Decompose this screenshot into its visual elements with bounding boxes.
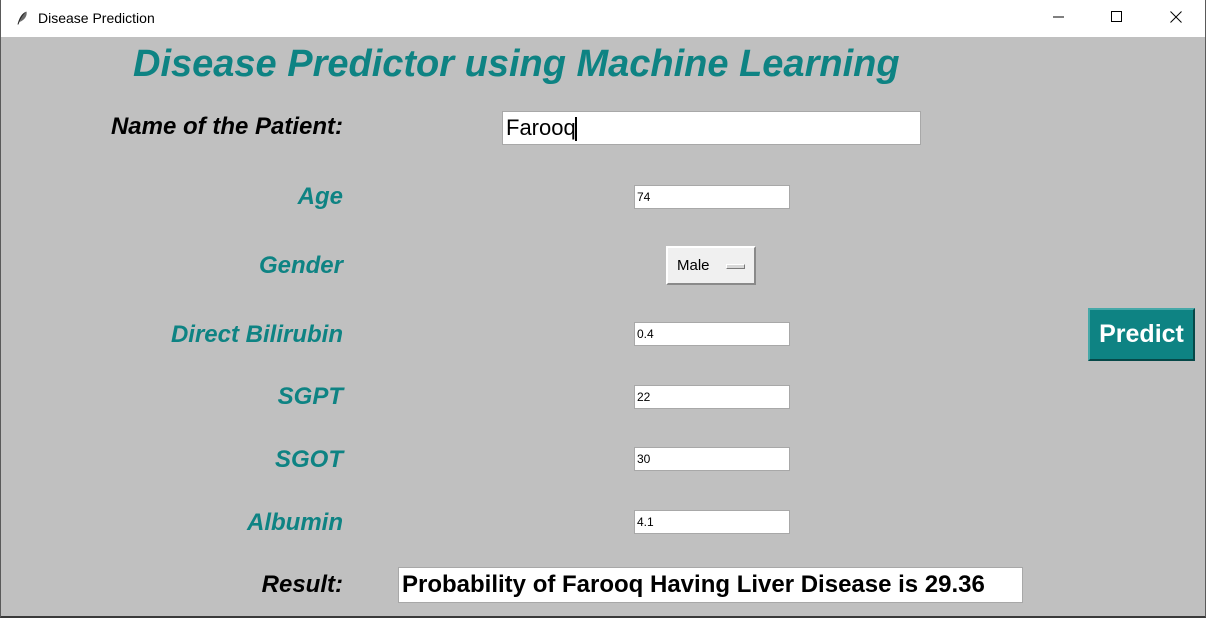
gender-label: Gender — [258, 252, 343, 279]
direct-bilirubin-label: Direct Bilirubin — [170, 321, 343, 348]
albumin-input[interactable]: 4.1 — [634, 510, 790, 534]
gender-selected-value: Male — [677, 257, 710, 274]
title-bar[interactable]: Disease Prediction — [1, 0, 1205, 37]
maximize-button[interactable] — [1088, 0, 1146, 37]
dropdown-indicator-icon — [726, 264, 745, 269]
close-icon — [1170, 10, 1182, 28]
sgpt-label: SGPT — [277, 383, 343, 410]
name-input[interactable]: Farooq — [502, 111, 921, 145]
sgot-label: SGOT — [274, 446, 343, 473]
minimize-button[interactable] — [1030, 0, 1088, 37]
close-button[interactable] — [1147, 0, 1205, 37]
result-label: Result: — [261, 571, 343, 598]
main-content: Disease Predictor using Machine Learning… — [1, 37, 1205, 616]
name-label: Name of the Patient: — [110, 113, 343, 140]
sgot-input[interactable]: 30 — [634, 447, 790, 471]
gender-dropdown[interactable]: Male — [666, 246, 756, 285]
predict-button[interactable]: Predict — [1088, 308, 1195, 361]
maximize-icon — [1111, 10, 1123, 28]
minimize-icon — [1053, 10, 1065, 28]
age-input[interactable]: 74 — [634, 185, 790, 209]
direct-bilirubin-input[interactable]: 0.4 — [634, 322, 790, 346]
feather-icon — [14, 10, 30, 26]
albumin-label: Albumin — [247, 509, 343, 536]
name-input-value: Farooq — [506, 115, 576, 140]
window-title: Disease Prediction — [38, 10, 155, 26]
result-output: Probability of Farooq Having Liver Disea… — [398, 567, 1023, 603]
page-title: Disease Predictor using Machine Learning — [133, 43, 900, 85]
age-label: Age — [297, 183, 343, 210]
text-caret — [574, 117, 577, 142]
sgpt-input[interactable]: 22 — [634, 385, 790, 409]
